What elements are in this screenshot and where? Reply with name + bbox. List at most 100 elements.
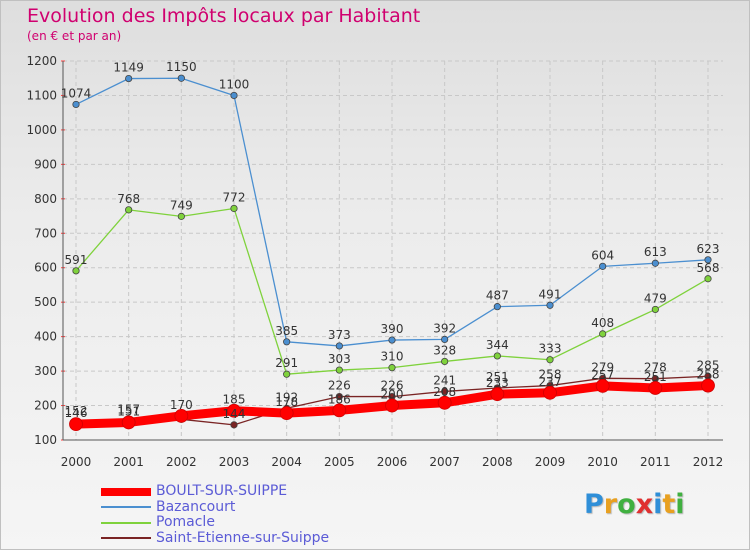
data-point [177, 212, 185, 220]
data-point [546, 301, 554, 309]
data-point [599, 262, 607, 270]
chart-title: Evolution des Impôts locaux par Habitant [27, 5, 421, 27]
data-label: 185 [223, 393, 246, 407]
data-label: 491 [539, 287, 562, 301]
y-tick-label: 1200 [26, 54, 57, 68]
x-tick-label: 2007 [429, 455, 460, 469]
data-label: 604 [591, 248, 614, 262]
y-tick-label: 500 [34, 295, 57, 309]
data-point [69, 417, 83, 432]
axes: 100 200 300 400 500 600 700 800 900 1000 1100 1200 2… [26, 54, 723, 469]
x-tick-label: 2005 [324, 455, 355, 469]
data-label: 170 [170, 398, 193, 412]
data-label: 241 [433, 373, 456, 387]
legend: BOULT-SUR-SUIPPE Bazancourt Pomacle Saint-E… [101, 483, 330, 546]
data-point [230, 91, 238, 100]
data-label: 257 [591, 368, 614, 382]
data-point [441, 357, 449, 366]
logo-letter: x [635, 489, 654, 520]
data-point [704, 256, 712, 264]
data-labels: 146 151 170 185 178 186 200 208 233 237 257 251 258 1… [61, 60, 720, 421]
data-point [651, 259, 659, 267]
data-label: 285 [697, 358, 720, 372]
data-point [546, 356, 554, 364]
data-point [72, 267, 80, 275]
x-tick-label: 2010 [587, 455, 618, 469]
data-label: 151 [117, 404, 140, 418]
data-label: 278 [644, 361, 667, 375]
data-point [701, 378, 715, 393]
data-point [121, 415, 136, 430]
data-point [230, 421, 238, 429]
legend-swatch [101, 537, 151, 540]
logo-letter: P [584, 489, 604, 520]
x-tick-label: 2002 [166, 455, 197, 469]
data-label: 303 [328, 352, 351, 366]
data-label: 152 [65, 404, 88, 418]
data-point [279, 406, 294, 421]
y-tick-label: 700 [34, 226, 57, 240]
data-label: 749 [170, 198, 193, 212]
data-label: 390 [381, 322, 404, 336]
data-label: 344 [486, 338, 509, 352]
data-point [283, 338, 291, 346]
data-label: 144 [223, 407, 246, 421]
x-tick-label: 2004 [271, 455, 302, 469]
data-label: 1149 [113, 61, 144, 75]
y-tick-label: 300 [34, 364, 57, 378]
data-label: 291 [275, 356, 298, 370]
data-point [332, 403, 347, 418]
legend-label: Pomacle [156, 514, 215, 530]
data-label: 258 [539, 368, 562, 382]
data-label: 186 [328, 392, 351, 406]
data-point [651, 305, 659, 314]
logo-letter: i [675, 489, 685, 520]
legend-swatch [101, 487, 151, 496]
data-point [599, 330, 607, 338]
y-tick-label: 200 [34, 399, 57, 413]
data-point [437, 395, 452, 410]
legend-swatch [101, 521, 151, 524]
x-tick-label: 2008 [482, 455, 513, 469]
data-label: 178 [275, 395, 298, 409]
data-point [335, 342, 343, 350]
data-label: 258 [697, 368, 720, 382]
data-point [283, 370, 291, 378]
y-tick-label: 800 [34, 192, 57, 206]
data-point [125, 74, 133, 83]
data-point [335, 392, 343, 401]
y-tick-label: 1000 [26, 123, 57, 137]
data-label: 200 [381, 388, 404, 402]
data-point [648, 381, 663, 395]
data-point [177, 74, 185, 82]
x-tick-label: 2009 [535, 455, 566, 469]
data-label: 208 [433, 385, 456, 399]
legend-label: Saint-Etienne-sur-Suippe [156, 529, 330, 546]
series-points [69, 74, 715, 432]
data-label: 479 [644, 291, 667, 305]
data-label: 1100 [219, 77, 250, 91]
y-tick-label: 400 [34, 330, 57, 344]
legend-item: BOULT-SUR-SUIPPE [101, 483, 329, 500]
legend-item: Pomacle [101, 514, 329, 531]
data-label: 251 [644, 370, 667, 384]
legend-label: Bazancourt [156, 498, 236, 515]
data-label: 226 [328, 379, 351, 393]
data-label: 157 [117, 402, 140, 416]
data-label: 392 [433, 321, 456, 335]
logo-letter: r [603, 489, 618, 520]
logo-letter: o [617, 489, 636, 520]
y-tick-label: 100 [34, 433, 57, 447]
data-point [125, 206, 133, 214]
data-label: 1074 [61, 86, 92, 100]
chart-subtitle: (en € et par an) [27, 29, 122, 43]
data-label: 1150 [166, 60, 197, 74]
legend-item: Bazancourt [101, 498, 329, 516]
y-tick-label: 600 [34, 261, 57, 275]
data-point [174, 408, 189, 423]
data-label: 373 [328, 328, 351, 342]
data-point [388, 364, 396, 372]
data-label: 768 [117, 192, 140, 206]
